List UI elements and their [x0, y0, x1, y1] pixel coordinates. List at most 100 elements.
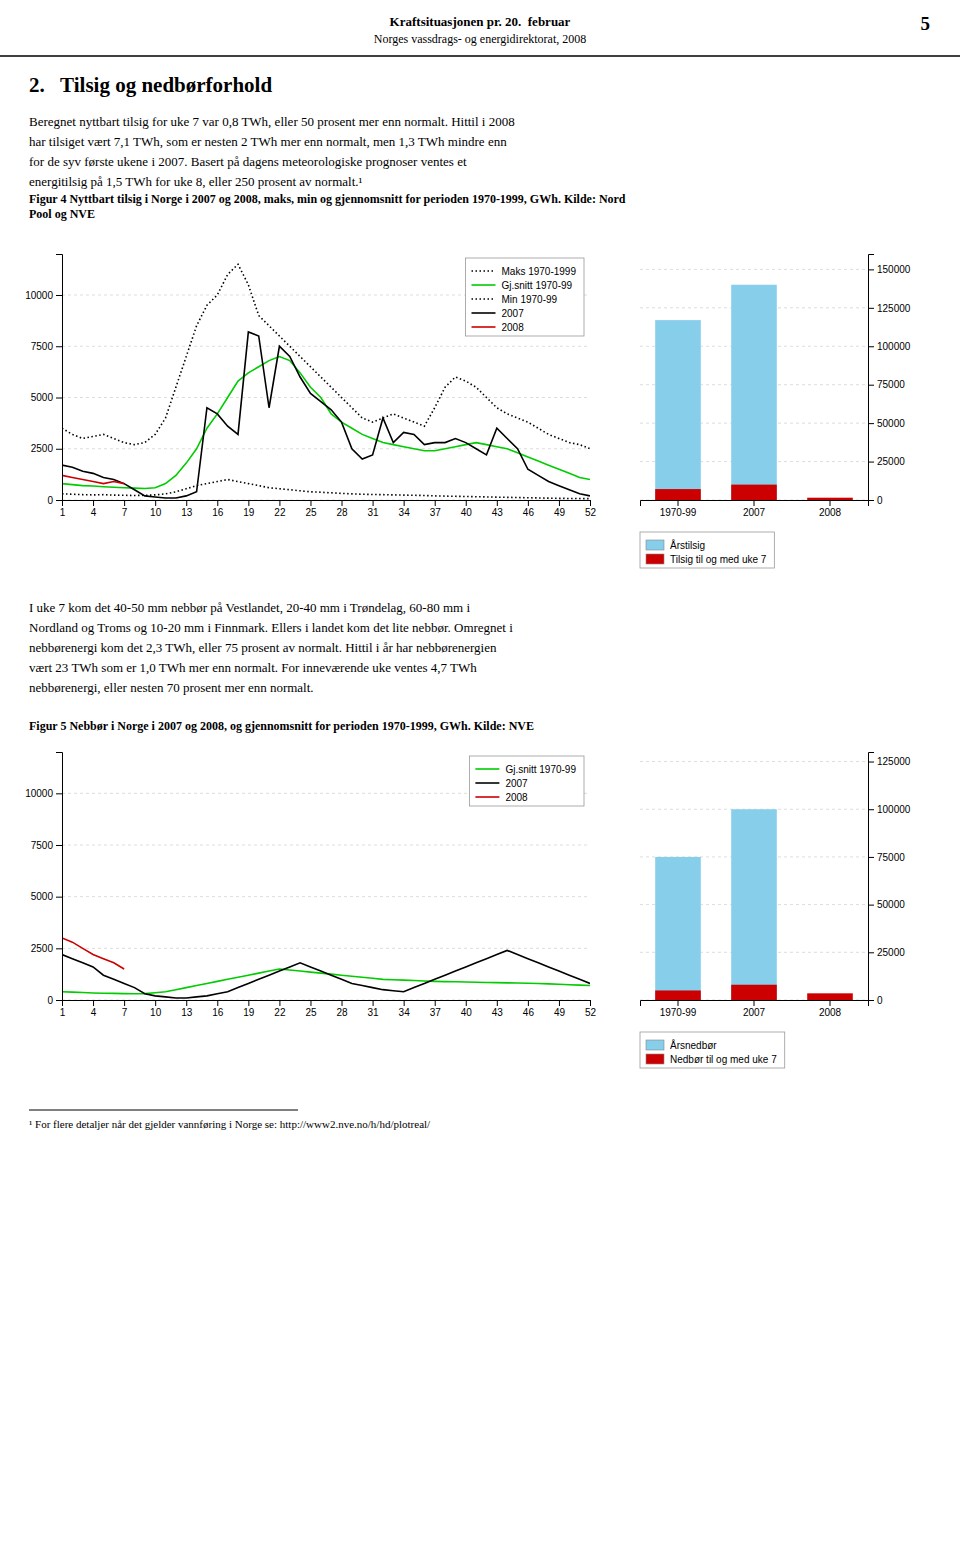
y-axis: 0 25000 50000 75000 100000 125000: [868, 753, 911, 1006]
x-axis-tick-mark: [155, 1000, 156, 1006]
legend-label: Årstilsig: [670, 539, 705, 551]
page-number: 5: [921, 13, 931, 34]
x-axis-tick-label: 40: [461, 1007, 473, 1018]
x-tick: 1970-99: [660, 1000, 697, 1018]
y-axis-tick-mark: [868, 905, 874, 906]
y-axis-tick-label: 50000: [877, 899, 905, 910]
legend-swatch: [475, 768, 499, 770]
y-axis-tick-label: 5000: [31, 392, 54, 403]
y-axis-tick-label: 0: [47, 995, 53, 1006]
x-axis-tick-mark: [590, 1000, 591, 1006]
legend-swatch: [472, 312, 496, 314]
x-axis: 1970-9920072008: [641, 500, 869, 518]
x-axis-tick-mark: [310, 1000, 311, 1006]
paragraph-line: har tilsiget vært 7,1 TWh, som er nesten…: [29, 134, 507, 149]
x-axis-tick-label: 46: [523, 507, 535, 518]
bar: [655, 990, 701, 1000]
y-axis-tick: 7500: [31, 341, 62, 352]
grid-line: [62, 397, 590, 398]
x-tick-mark: [754, 500, 755, 506]
y-axis-tick: 100000: [868, 804, 911, 815]
y-axis-tick: 25000: [868, 456, 905, 467]
y-axis-tick: 2500: [31, 443, 62, 454]
legend-entry: Årsnedbør: [646, 1039, 717, 1051]
grid-line: [62, 346, 590, 347]
legend-label: 2007: [505, 778, 528, 789]
x-axis-tick: 43: [492, 500, 504, 518]
y-axis-tick-mark: [56, 295, 62, 296]
legend-swatch: [472, 298, 496, 300]
x-axis-tick: 28: [336, 1000, 348, 1018]
x-axis-tick-label: 7: [122, 507, 128, 518]
x-tick: 2008: [819, 1000, 842, 1018]
x-axis: 147101316192225283134374043464952: [60, 1000, 597, 1018]
grid-line: [62, 948, 590, 949]
x-axis-tick: 13: [181, 1000, 193, 1018]
x-axis-tick-mark: [466, 500, 467, 506]
legend-label: Tilsig til og med uke 7: [670, 554, 767, 565]
series-line: [62, 480, 590, 499]
y-axis-tick: 75000: [868, 852, 905, 863]
x-axis-tick-label: 22: [274, 1007, 286, 1018]
x-axis: 147101316192225283134374043464952: [60, 500, 597, 518]
legend-swatch: [475, 782, 499, 784]
x-axis-tick-mark: [217, 1000, 218, 1006]
y-axis-tick-mark: [868, 1000, 874, 1001]
grid-line: [640, 761, 868, 762]
y-axis-tick-label: 25000: [877, 456, 905, 467]
paragraph-line: for de syv første ukene i 2007. Basert p…: [29, 154, 467, 169]
paragraph-line: Nordland og Troms og 10-20 mm i Finnmark…: [29, 620, 513, 635]
y-axis-tick-mark: [868, 385, 874, 386]
y-axis-tick-label: 10000: [25, 788, 53, 799]
y-axis-tick-mark: [868, 500, 874, 501]
bar: [807, 993, 853, 1000]
x-axis-tick-mark: [404, 500, 405, 506]
bar: [731, 985, 777, 1000]
x-axis-tick-label: 43: [492, 507, 504, 518]
legend-label: 2008: [505, 792, 528, 803]
x-axis-tick: 19: [243, 1000, 255, 1018]
grid: [640, 762, 868, 1000]
paragraph-line: I uke 7 kom det 40-50 mm nebbør på Vestl…: [29, 600, 470, 615]
x-axis-tick-label: 37: [430, 507, 442, 518]
y-axis-tick: 10000: [25, 290, 62, 301]
x-axis-tick-label: 52: [585, 1007, 597, 1018]
y-axis-tick: 5000: [31, 891, 62, 902]
y-axis-tick: 125000: [868, 756, 911, 767]
y-axis-tick: 10000: [25, 788, 62, 799]
y-axis-tick: 0: [47, 995, 62, 1006]
y-axis-tick-label: 2500: [31, 943, 54, 954]
legend-entry: Årstilsig: [646, 539, 705, 551]
x-axis-tick: 10: [150, 1000, 162, 1018]
x-axis-tick-mark: [497, 500, 498, 506]
x-axis-tick-mark: [342, 500, 343, 506]
y-axis-tick-label: 5000: [31, 891, 54, 902]
y-axis-tick-label: 100000: [877, 804, 911, 815]
x-axis-tick: 22: [274, 1000, 286, 1018]
y-axis-tick-label: 0: [877, 995, 883, 1006]
x-axis-tick: 7: [122, 1000, 128, 1018]
x-axis-tick-label: 34: [399, 507, 411, 518]
x-axis-tick: 28: [336, 500, 348, 518]
y-axis-tick: 25000: [868, 947, 905, 958]
y-axis-tick-label: 0: [47, 495, 53, 506]
y-axis-tick-mark: [868, 462, 874, 463]
x-axis-line: [641, 501, 869, 507]
x-axis-tick-label: 7: [122, 1007, 128, 1018]
x-axis-tick-label: 1: [60, 507, 66, 518]
y-axis-tick: 50000: [868, 418, 905, 429]
x-tick-label: 2008: [819, 507, 842, 518]
y-axis-tick: 0: [868, 495, 883, 506]
x-tick-label: 1970-99: [660, 507, 697, 518]
y-axis: 0 2500 5000 7500 10000: [25, 255, 62, 506]
bar-chart: 1970-99200720080250005000075000100000125…: [640, 255, 911, 519]
y-axis-tick-mark: [868, 346, 874, 347]
x-tick: 2007: [743, 1000, 766, 1018]
x-axis-tick: 49: [554, 1000, 566, 1018]
y-axis-tick: 125000: [868, 303, 911, 314]
grid-line: [62, 448, 590, 449]
x-axis-tick-mark: [590, 500, 591, 506]
x-axis-line: [63, 1001, 591, 1007]
x-axis-tick: 19: [243, 500, 255, 518]
y-axis-tick-mark: [56, 1000, 62, 1001]
